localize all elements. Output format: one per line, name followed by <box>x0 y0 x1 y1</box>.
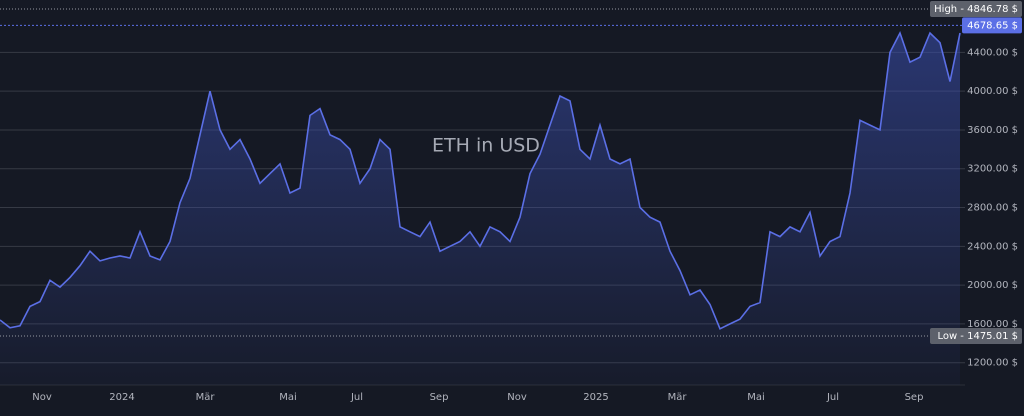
x-tick-label: Nov <box>32 392 52 403</box>
y-tick-label: 2400.00 $ <box>967 241 1018 252</box>
x-tick-label: Mär <box>196 392 216 403</box>
x-tick-label: Mai <box>747 392 765 403</box>
x-tick-label: Mai <box>279 392 297 403</box>
low-label: Low - 1475.01 $ <box>937 331 1018 342</box>
last-label-box <box>962 17 1022 34</box>
low-label-box <box>930 328 1022 345</box>
x-tick-label: Nov <box>507 392 527 403</box>
x-tick-label: Sep <box>905 392 924 403</box>
y-tick-label: 3600.00 $ <box>967 125 1018 136</box>
y-tick-label: 1200.00 $ <box>967 358 1018 369</box>
y-tick-label: 4000.00 $ <box>967 86 1018 97</box>
x-tick-label: Mär <box>668 392 688 403</box>
x-tick-label: Jul <box>826 392 839 403</box>
y-tick-label: 2800.00 $ <box>967 203 1018 214</box>
area <box>0 33 960 385</box>
y-tick-label: 1600.00 $ <box>967 319 1018 330</box>
last-label: 4678.65 $ <box>967 20 1018 31</box>
x-tick-label: 2024 <box>109 392 134 403</box>
y-tick-label: 4400.00 $ <box>967 47 1018 58</box>
chart-title: ETH in USD <box>432 135 540 157</box>
x-tick-label: Sep <box>430 392 449 403</box>
high-label-box <box>930 1 1022 18</box>
line <box>0 30 961 330</box>
high-label: High - 4846.78 $ <box>934 4 1018 15</box>
x-tick-label: 2025 <box>583 392 608 403</box>
y-tick-label: 2000.00 $ <box>967 280 1018 291</box>
y-tick-label: 3200.00 $ <box>967 164 1018 175</box>
x-tick-label: Jul <box>350 392 363 403</box>
